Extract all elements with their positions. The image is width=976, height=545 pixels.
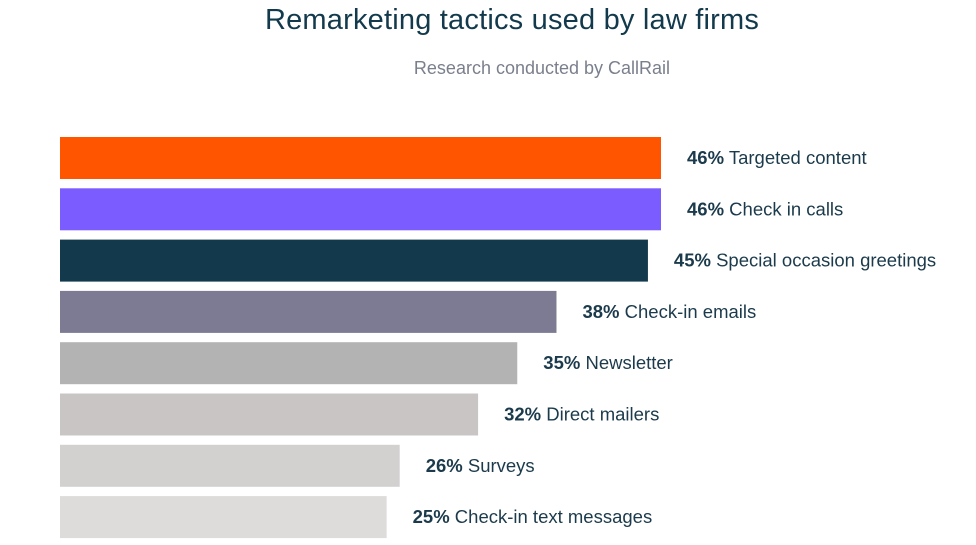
bar-4 (60, 290, 557, 333)
bar-category-label: Special occasion greetings (711, 250, 936, 271)
bar-category-label: Check-in text messages (450, 506, 653, 527)
bar-category-label: Newsletter (580, 352, 673, 373)
bar-2 (60, 188, 661, 231)
bar-label-4: 38% Check-in emails (582, 301, 756, 322)
bar-category-label: Check in calls (724, 198, 843, 219)
bar-5 (60, 342, 518, 385)
bar-category-label: Surveys (463, 455, 535, 476)
bar-value-label: 32% (504, 404, 541, 425)
bar-6 (60, 393, 479, 436)
bar-value-label: 38% (582, 301, 619, 322)
bar-label-7: 26% Surveys (426, 455, 535, 476)
bar-3 (60, 239, 648, 282)
chart-title: Remarketing tactics used by law firms (264, 4, 760, 36)
bar-label-2: 46% Check in calls (687, 198, 843, 219)
bar-value-label: 45% (674, 250, 711, 271)
bar-1 (60, 137, 661, 179)
bar-category-label: Direct mailers (541, 404, 659, 425)
chart-subtitle: Research conducted by CallRail (413, 58, 671, 78)
bar-label-8: 25% Check-in text messages (413, 506, 653, 527)
bar-value-label: 46% (687, 147, 724, 168)
bar-category-label: Targeted content (724, 147, 867, 168)
bar-7 (60, 444, 400, 487)
bar-label-1: 46% Targeted content (687, 147, 867, 168)
bar-label-5: 35% Newsletter (543, 352, 673, 373)
bar-label-6: 32% Direct mailers (504, 404, 659, 425)
bar-category-label: Check-in emails (620, 301, 757, 322)
bar-value-label: 35% (543, 352, 580, 373)
bar-value-label: 46% (687, 198, 724, 219)
bar-value-label: 26% (426, 455, 463, 476)
bar-value-label: 25% (413, 506, 450, 527)
bar-label-3: 45% Special occasion greetings (674, 250, 936, 271)
bar-8 (60, 496, 387, 539)
